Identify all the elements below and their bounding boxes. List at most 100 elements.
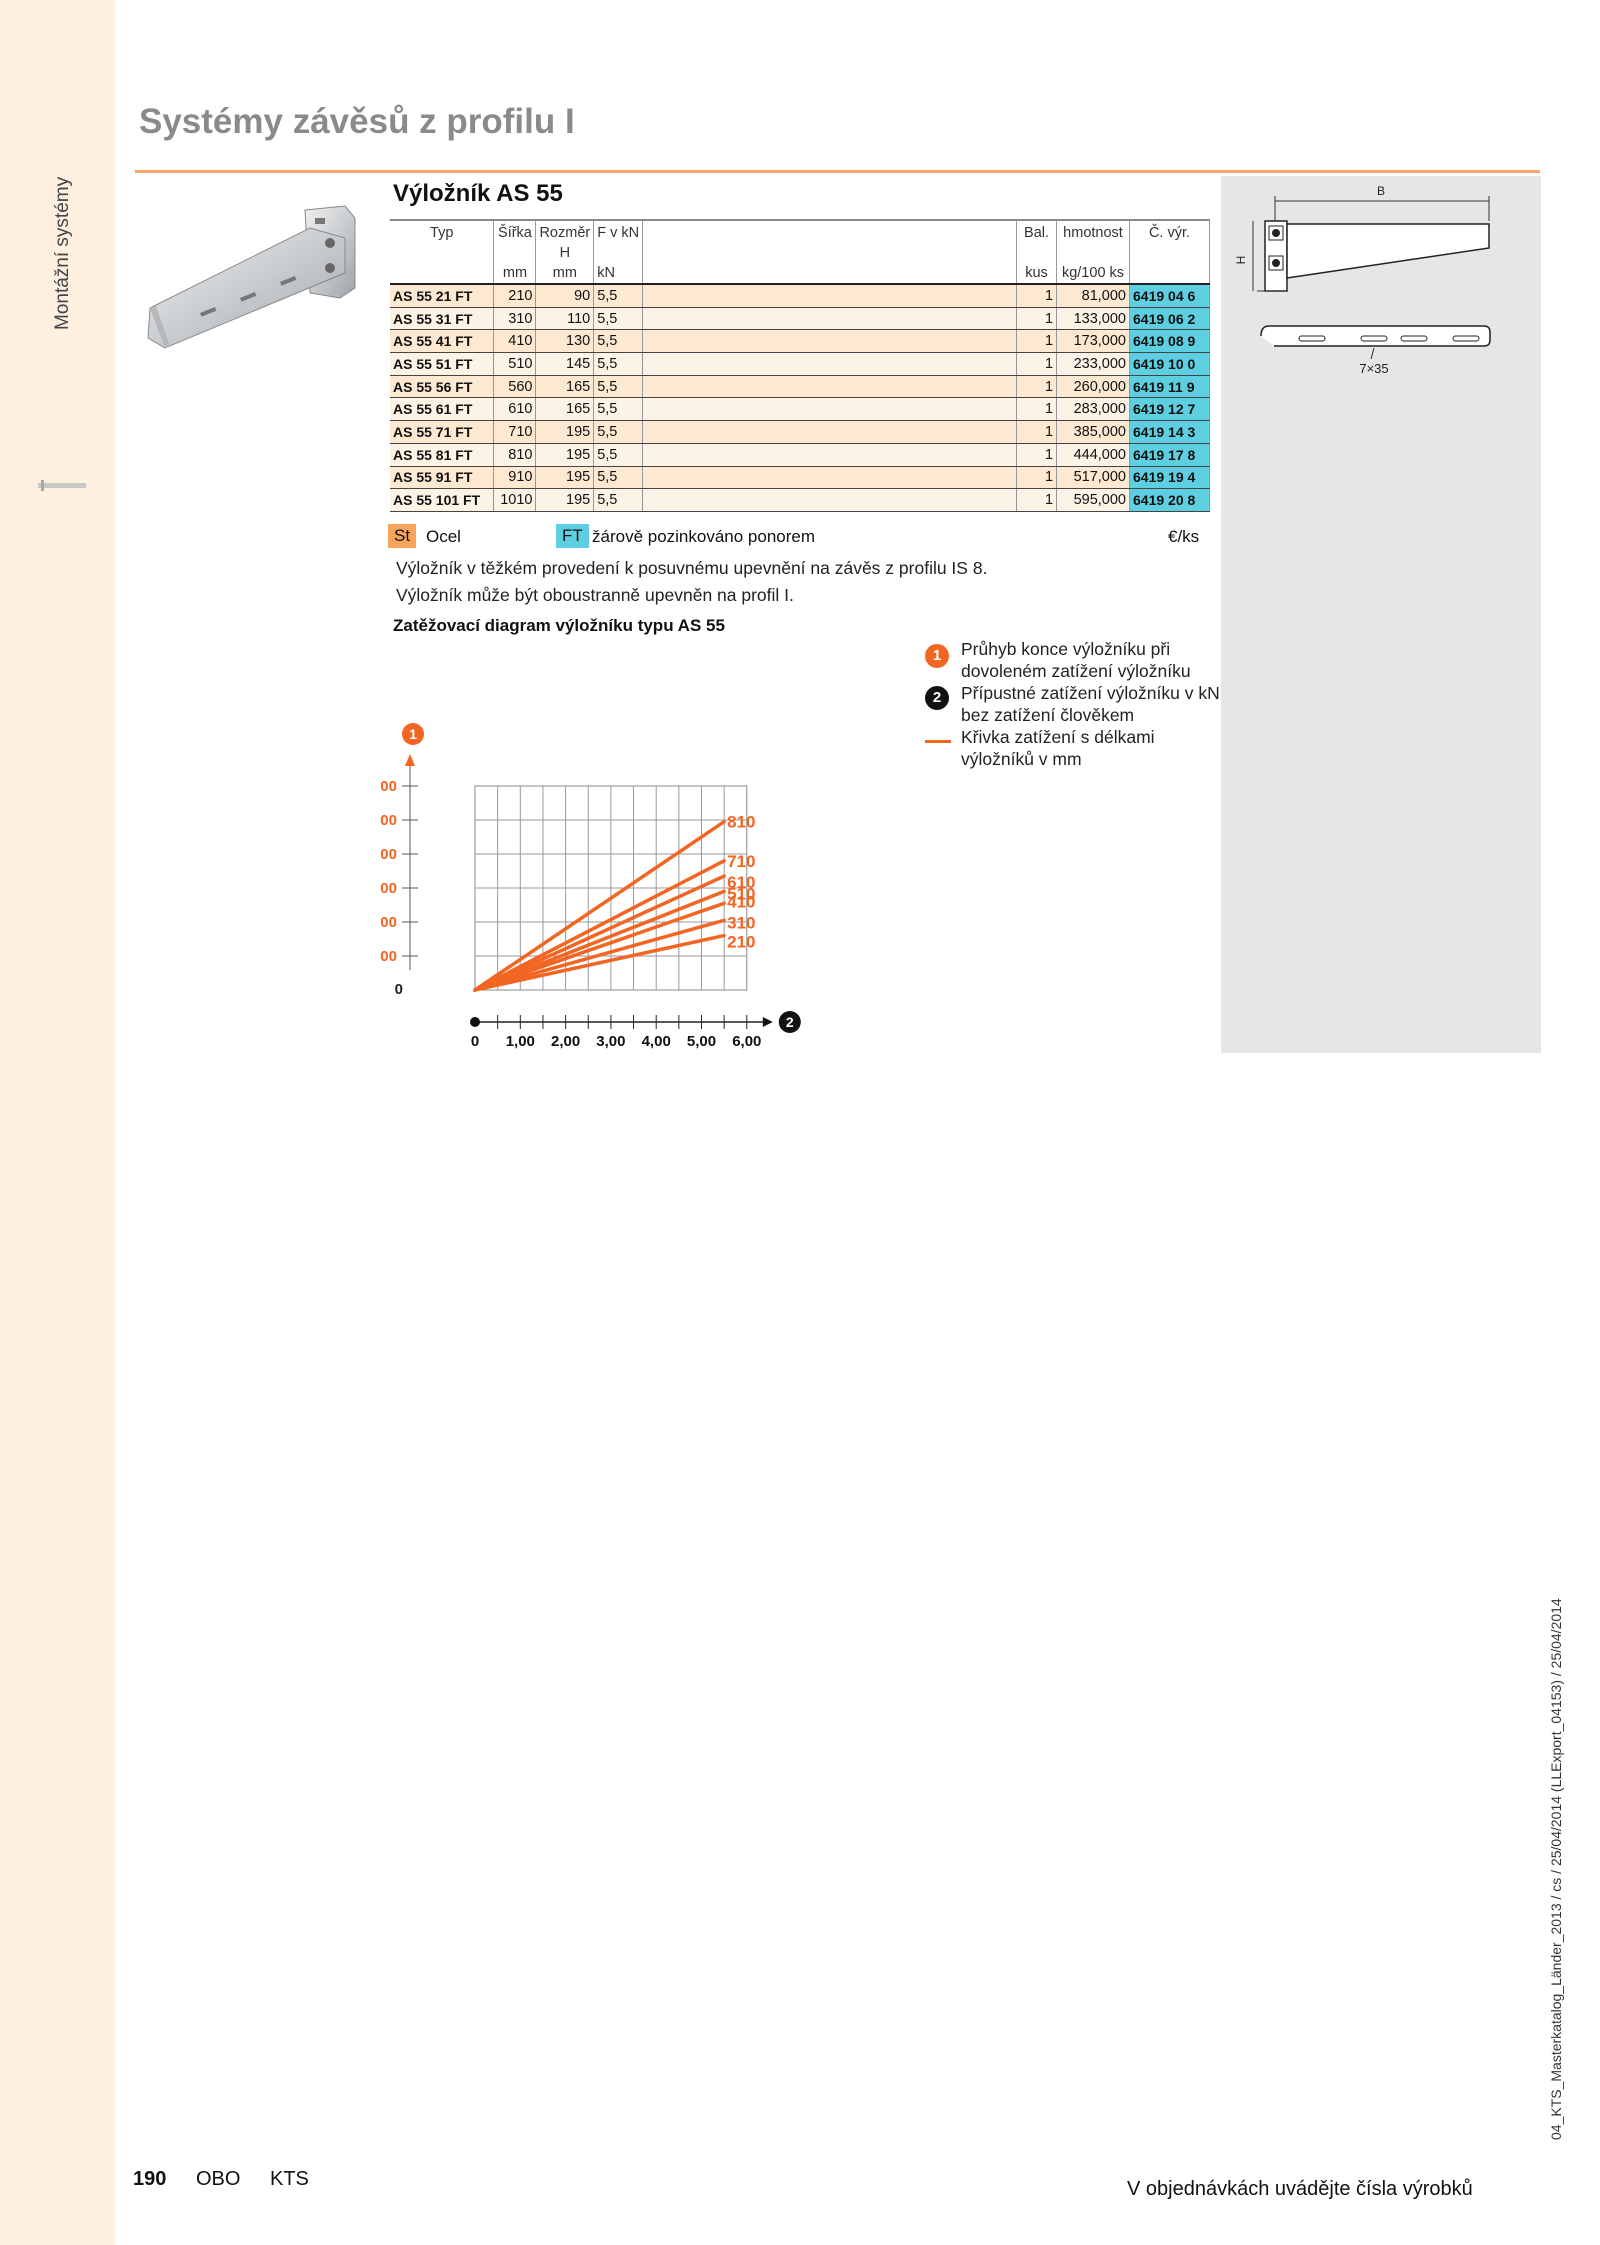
unit-sirka: mm xyxy=(493,263,537,285)
cell-hmotnost: 595,000 xyxy=(1056,488,1130,512)
series-line-410 xyxy=(473,901,726,992)
cell-sirka: 1010 xyxy=(493,488,537,512)
cell-spacer xyxy=(642,488,1018,512)
sidebar xyxy=(0,0,115,2245)
finish-text: žárově pozinkováno ponorem xyxy=(592,527,816,546)
table-row: AS 55 91 FT 910 195 5,5 1 517,000 6419 19 4 xyxy=(390,466,1210,490)
cell-hmotnost: 517,000 xyxy=(1056,466,1130,490)
cell-rozmer-h: 90 xyxy=(535,284,595,308)
technical-drawing: B H 7×35 xyxy=(1234,184,1491,376)
cell-code: 6419 08 9 xyxy=(1129,329,1210,354)
cell-sirka: 610 xyxy=(493,397,537,422)
table-row: AS 55 21 FT 210 90 5,5 1 81,000 6419 04 6 xyxy=(390,284,1210,308)
y-tick-label: 5,00 xyxy=(380,812,397,829)
x-tick-label: 2,00 xyxy=(551,1033,580,1050)
technical-drawing-panel xyxy=(1221,176,1541,1053)
x-tick-label: 3,00 xyxy=(596,1033,625,1050)
cell-rozmer-h: 165 xyxy=(535,397,595,422)
cell-spacer xyxy=(642,307,1018,331)
x-tick-label: 0 xyxy=(471,1033,479,1050)
cell-hmotnost: 133,000 xyxy=(1056,307,1130,331)
sidebar-label: Montážní systémy xyxy=(52,176,73,330)
y-axis-marker xyxy=(402,723,424,745)
cell-sirka: 710 xyxy=(493,420,537,444)
cell-bal: 1 xyxy=(1016,488,1058,512)
x-tick-label: 1,00 xyxy=(506,1033,535,1050)
cell-fv: 5,5 xyxy=(593,443,644,467)
cell-typ: AS 55 91 FT xyxy=(390,466,495,490)
cell-fv: 5,5 xyxy=(593,284,644,308)
product-photo xyxy=(147,205,356,349)
section-title: Výložník AS 55 xyxy=(393,180,563,207)
note-2-marker: 2 xyxy=(925,686,949,710)
cell-code: 6419 12 7 xyxy=(1129,397,1210,422)
cell-spacer xyxy=(642,284,1018,308)
cell-code: 6419 04 6 xyxy=(1129,284,1210,308)
cell-bal: 1 xyxy=(1016,375,1058,399)
cell-rozmer-h: 195 xyxy=(535,466,595,490)
cell-typ: AS 55 51 FT xyxy=(390,352,495,376)
cell-code: 6419 14 3 xyxy=(1129,420,1210,444)
header-fv: F v kN xyxy=(593,219,644,243)
y-axis-label: 1 xyxy=(409,726,417,742)
profile-icon xyxy=(38,480,86,491)
y-tick-label: 2,00 xyxy=(380,914,397,931)
cell-typ: AS 55 61 FT xyxy=(390,397,495,422)
series-line-810 xyxy=(473,819,726,992)
unit-bal: kus xyxy=(1016,263,1058,285)
header-typ: Typ xyxy=(390,219,495,243)
series-label-210: 210 xyxy=(727,933,755,952)
cell-spacer xyxy=(642,397,1018,422)
footer-section: KTS xyxy=(270,2168,309,2190)
cell-bal: 1 xyxy=(1016,307,1058,331)
load-diagram: 0 1,00 2,00 3,00 4,00 5,00 6,00 1 0 1,00 2,00 3,00 4… xyxy=(380,723,801,1050)
cell-sirka: 810 xyxy=(493,443,537,467)
cell-code: 6419 17 8 xyxy=(1129,443,1210,467)
description-line-1: Výložník v těžkém provedení k posuvnému … xyxy=(396,558,988,578)
cell-hmotnost: 283,000 xyxy=(1056,397,1130,422)
table-row: AS 55 41 FT 410 130 5,5 1 173,000 6419 08 9 xyxy=(390,329,1210,354)
material-text: Ocel xyxy=(426,527,461,546)
cell-typ: AS 55 41 FT xyxy=(390,329,495,354)
cell-sirka: 310 xyxy=(493,307,537,331)
x-axis-label: 2 xyxy=(786,1014,794,1030)
unit-hmotnost: kg/100 ks xyxy=(1056,263,1130,285)
slot-size-label: 7×35 xyxy=(1359,361,1388,376)
x-tick-label: 4,00 xyxy=(642,1033,671,1050)
series-label-510: 510 xyxy=(727,884,755,903)
catalog-code: 04_KTS_Masterkatalog_Länder_2013 / cs / … xyxy=(1548,1598,1564,2140)
cell-typ: AS 55 81 FT xyxy=(390,443,495,467)
note-3-text: Křivka zatížení s délkami výložníků v mm xyxy=(961,727,1155,769)
cell-rozmer-h: 165 xyxy=(535,375,595,399)
series-label-610: 610 xyxy=(727,873,755,892)
table-row: AS 55 101 FT 1010 195 5,5 1 595,000 6419 20 8 xyxy=(390,488,1210,512)
cell-fv: 5,5 xyxy=(593,488,644,512)
title-divider xyxy=(135,170,1540,173)
header-rozmer-h: H xyxy=(535,243,595,263)
series-line-210 xyxy=(473,933,726,992)
cell-spacer xyxy=(642,420,1018,444)
y-tick-label: 0 xyxy=(395,981,403,998)
cell-sirka: 210 xyxy=(493,284,537,308)
x-tick-label: 6,00 xyxy=(732,1033,761,1050)
cell-fv: 5,5 xyxy=(593,420,644,444)
x-axis-arrow xyxy=(762,1017,773,1027)
y-tick-label: 6,00 xyxy=(380,778,397,795)
note-1-marker: 1 xyxy=(925,644,949,668)
cell-sirka: 560 xyxy=(493,375,537,399)
cell-hmotnost: 173,000 xyxy=(1056,329,1130,354)
cell-bal: 1 xyxy=(1016,443,1058,467)
curve-legend-line xyxy=(925,740,951,743)
series-label-710: 710 xyxy=(727,852,755,871)
note-1-text: Průhyb konce výložníku při dovoleném zat… xyxy=(961,639,1191,681)
cell-typ: AS 55 31 FT xyxy=(390,307,495,331)
cell-code: 6419 19 4 xyxy=(1129,466,1210,490)
footer-order-note: V objednávkách uvádějte čísla výrobků xyxy=(1127,2178,1473,2200)
description-line-2: Výložník může být oboustranně upevněn na… xyxy=(396,585,794,605)
cell-fv: 5,5 xyxy=(593,329,644,354)
cell-code: 6419 10 0 xyxy=(1129,352,1210,376)
cell-bal: 1 xyxy=(1016,352,1058,376)
material-code-badge: St xyxy=(388,524,417,548)
header-rozmer: Rozměr xyxy=(535,219,595,243)
page-title: Systémy závěsů z profilu I xyxy=(139,102,575,141)
